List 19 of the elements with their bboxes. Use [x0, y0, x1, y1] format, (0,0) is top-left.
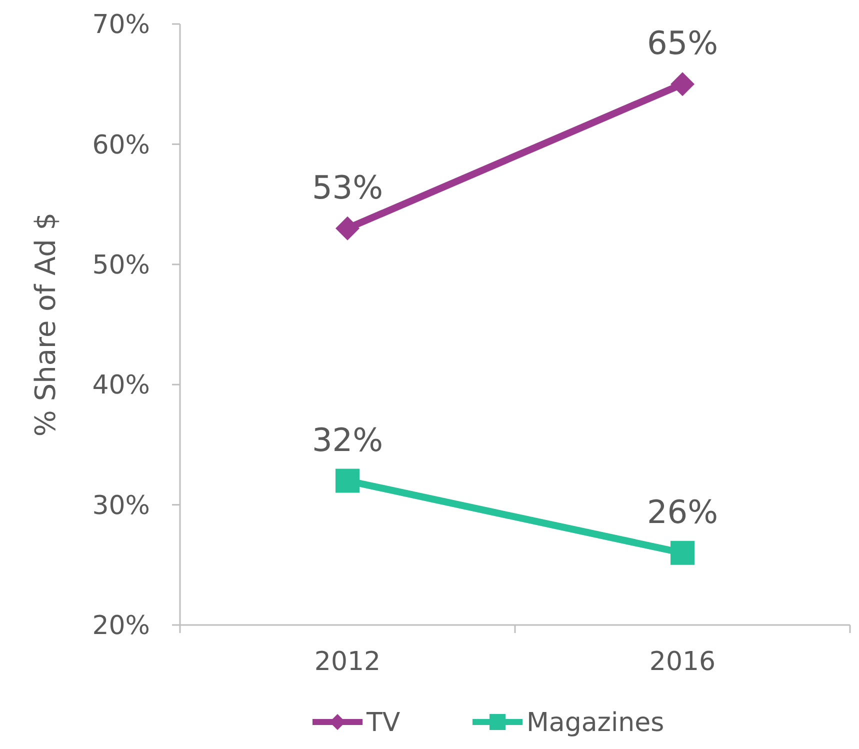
data-label: 26%	[646, 492, 718, 531]
point	[670, 540, 694, 565]
y-tick-label: 30%	[92, 490, 150, 521]
point	[336, 216, 360, 240]
data-label: 53%	[312, 168, 384, 206]
x-tick-label: 2012	[314, 647, 381, 677]
y-axis-title: % Share of Ad $	[29, 212, 62, 437]
legend-label: Magazines	[526, 708, 664, 738]
point	[670, 72, 694, 96]
x-tick-label: 2016	[649, 647, 716, 677]
y-tick-label: 70%	[92, 10, 150, 40]
y-tick-label: 20%	[92, 611, 150, 642]
point	[336, 468, 360, 493]
legend-label: TV	[366, 708, 400, 738]
y-tick-label: 40%	[92, 370, 150, 401]
data-label: 32%	[312, 420, 384, 459]
data-label: 65%	[646, 24, 718, 62]
y-tick-label: 50%	[92, 250, 150, 280]
y-tick-label: 60%	[92, 130, 150, 160]
